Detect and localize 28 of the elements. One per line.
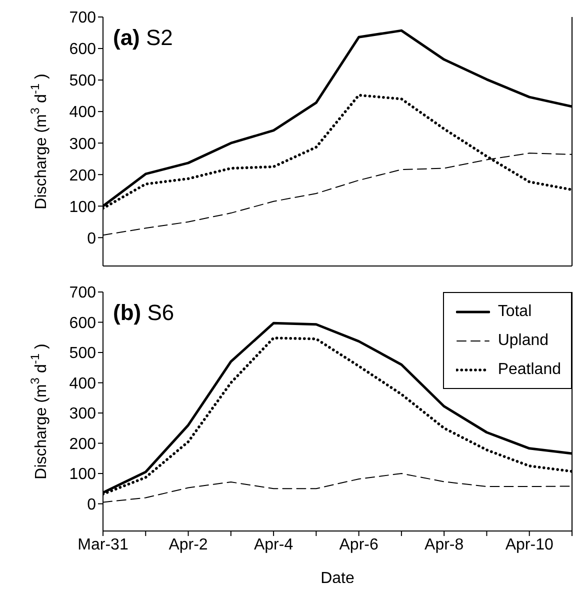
legend-label: Total <box>498 302 532 320</box>
x-tick-label: Apr-4 <box>254 536 294 554</box>
y-tick-label: 600 <box>69 314 96 332</box>
y-tick-label: 600 <box>69 41 96 58</box>
legend-label: Peatland <box>498 360 561 378</box>
y-tick-label: 300 <box>69 406 96 423</box>
chart-title: (a) S2 <box>113 25 173 51</box>
x-tick-label: Apr-6 <box>339 536 378 554</box>
y-tick-label: 700 <box>69 284 96 302</box>
y-tick-label: 300 <box>69 136 96 153</box>
y-tick-label: 500 <box>69 345 96 362</box>
x-tick-label: Apr-10 <box>505 536 554 554</box>
y-tick-label: 100 <box>69 198 96 216</box>
y-tick-label: 0 <box>87 230 96 248</box>
y-tick-label: 0 <box>87 496 96 514</box>
legend-label: Upland <box>498 332 549 350</box>
y-tick-label: 100 <box>69 466 96 484</box>
y-tick-label: 500 <box>69 72 96 90</box>
y-tick-label: 400 <box>69 375 96 392</box>
y-tick-label: 200 <box>69 167 96 184</box>
chart-title: (b) S6 <box>113 300 174 326</box>
y-tick-label: 700 <box>69 10 96 27</box>
x-tick-label: Apr-2 <box>168 536 208 554</box>
x-tick-label: Mar-31 <box>78 536 128 554</box>
x-axis-title: Date <box>320 570 354 587</box>
x-tick-label: Apr-8 <box>424 536 464 554</box>
y-tick-label: 400 <box>69 104 96 122</box>
y-tick-label: 200 <box>69 436 96 453</box>
